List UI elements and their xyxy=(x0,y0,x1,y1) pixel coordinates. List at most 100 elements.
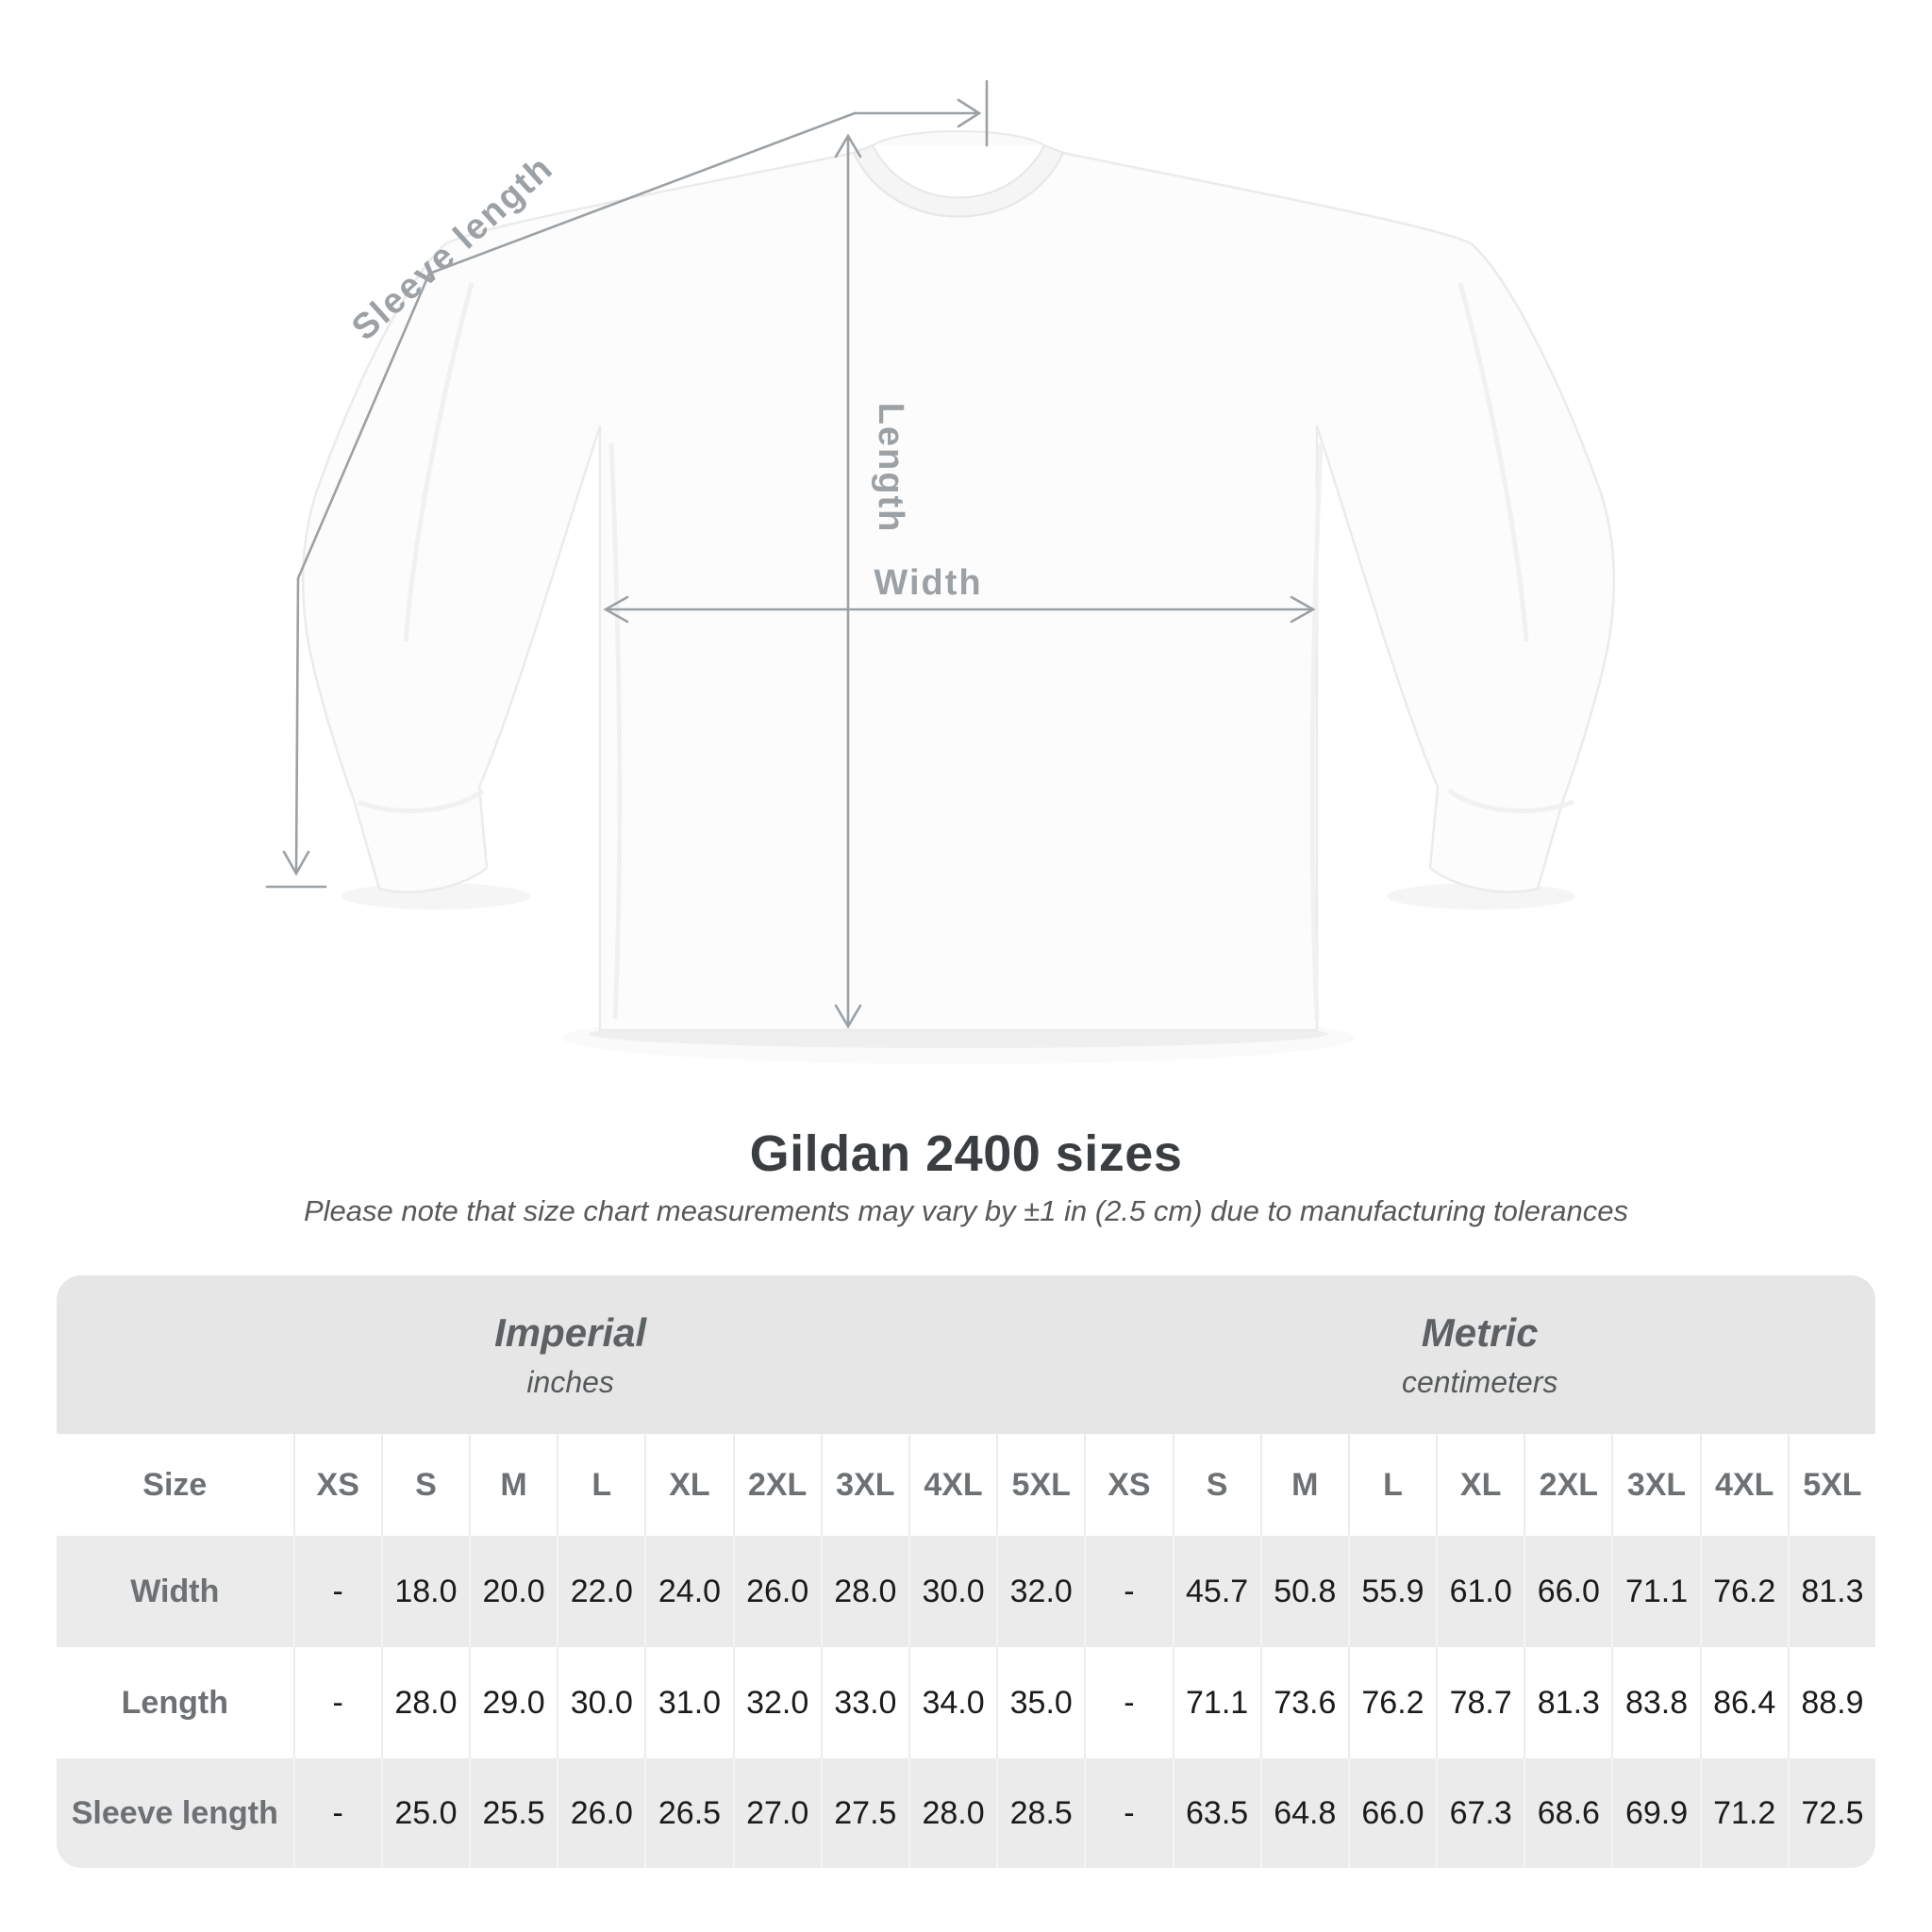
size-column-header: Size xyxy=(57,1434,293,1536)
metric-value-cell: 83.8 xyxy=(1611,1647,1699,1758)
size-header-cell-text: M xyxy=(500,1466,527,1503)
imperial-value-cell-text: 26.5 xyxy=(658,1794,722,1831)
imperial-value-cell-text: 22.0 xyxy=(570,1573,633,1609)
size-header-cell: 2XL xyxy=(732,1434,821,1536)
imperial-value-cell-text: 24.0 xyxy=(658,1573,722,1609)
imperial-value-cell-text: 35.0 xyxy=(1009,1684,1073,1721)
imperial-value-cell-text: 28.5 xyxy=(1009,1794,1073,1831)
metric-value-cell-text: 86.4 xyxy=(1713,1684,1776,1721)
fold-lines xyxy=(358,282,1574,1020)
size-header-cell: XL xyxy=(1436,1434,1524,1536)
size-header-cell: 4XL xyxy=(908,1434,996,1536)
imperial-value-cell: 20.0 xyxy=(469,1536,557,1647)
collar-band xyxy=(852,143,1065,218)
length-arrow xyxy=(834,133,862,1029)
imperial-value-cell: - xyxy=(292,1647,381,1758)
metric-value-cell: 68.6 xyxy=(1524,1758,1611,1868)
imperial-value-cell: 26.0 xyxy=(557,1758,644,1868)
metric-value-cell: 76.2 xyxy=(1347,1647,1436,1758)
metric-group-header: Metric centimeters xyxy=(1084,1275,1875,1434)
size-header-cell: 3XL xyxy=(1611,1434,1699,1536)
size-header-cell-text: 5XL xyxy=(1011,1466,1071,1503)
size-header-cell: 4XL xyxy=(1699,1434,1788,1536)
size-header-cell: 5XL xyxy=(996,1434,1084,1536)
metric-value-cell-text: 50.8 xyxy=(1274,1573,1337,1609)
metric-value-cell: 50.8 xyxy=(1259,1536,1348,1647)
imperial-value-cell-text: 18.0 xyxy=(394,1573,458,1609)
row-label-text: Length xyxy=(121,1684,228,1721)
width-label: Width xyxy=(874,563,982,603)
shirt-measurement-diagram: Sleeve length Length Width xyxy=(265,79,1616,1048)
metric-value-cell: 72.5 xyxy=(1787,1758,1875,1868)
imperial-value-cell: 25.5 xyxy=(469,1758,557,1868)
metric-value-cell-text: 63.5 xyxy=(1186,1794,1249,1831)
row-label-text: Sleeve length xyxy=(71,1794,278,1831)
metric-value-cell: 71.1 xyxy=(1172,1647,1260,1758)
shirt-illustration xyxy=(301,130,1616,1032)
page-subtitle: Please note that size chart measurements… xyxy=(303,1194,1629,1227)
imperial-value-cell: 22.0 xyxy=(557,1536,644,1647)
table-row-width: Width - 18.0 20.0 22.0 24.0 26.0 28.0 30.0 32.0 - 4… xyxy=(57,1536,1875,1647)
size-header-cell: XS xyxy=(1084,1434,1172,1536)
page-title: Gildan 2400 sizes xyxy=(749,1125,1183,1182)
imperial-value-cell: 28.0 xyxy=(908,1758,996,1868)
imperial-value-cell: 29.0 xyxy=(469,1647,557,1758)
size-header-cell: S xyxy=(380,1434,469,1536)
metric-value-cell: 64.8 xyxy=(1259,1758,1348,1868)
imperial-value-cell-text: 25.0 xyxy=(394,1794,458,1831)
imperial-value-cell: 31.0 xyxy=(644,1647,732,1758)
imperial-value-cell: 30.0 xyxy=(908,1536,996,1647)
metric-value-cell-text: 61.0 xyxy=(1449,1573,1512,1609)
size-header-cell-text: 4XL xyxy=(1715,1466,1774,1503)
imperial-value-cell: 26.5 xyxy=(644,1758,732,1868)
metric-value-cell-text: 73.6 xyxy=(1274,1684,1337,1721)
metric-label: Metric xyxy=(1421,1309,1539,1355)
row-label: Sleeve length xyxy=(57,1758,293,1868)
size-header-cell-text: 2XL xyxy=(747,1466,808,1503)
metric-value-cell: - xyxy=(1084,1647,1172,1758)
metric-value-cell: 76.2 xyxy=(1699,1536,1788,1647)
imperial-value-cell-text: 32.0 xyxy=(746,1684,809,1721)
imperial-value-cell-text: 26.0 xyxy=(570,1794,633,1831)
imperial-value-cell: 28.0 xyxy=(820,1536,908,1647)
imperial-group-header: Imperial inches xyxy=(57,1275,1084,1434)
metric-value-cell: 45.7 xyxy=(1172,1536,1260,1647)
imperial-value-cell: 27.5 xyxy=(820,1758,908,1868)
metric-value-cell: 61.0 xyxy=(1436,1536,1524,1647)
size-header-cell-text: S xyxy=(1206,1466,1228,1503)
row-label-text: Width xyxy=(130,1573,220,1609)
size-header-cell-text: XS xyxy=(316,1466,359,1503)
imperial-value-cell-text: 26.0 xyxy=(746,1573,809,1609)
metric-value-cell-text: 72.5 xyxy=(1801,1794,1864,1831)
table-row-sleeve-length: Sleeve length - 25.0 25.5 26.0 26.5 27.0 27.5 28… xyxy=(57,1758,1875,1868)
width-arrow xyxy=(603,595,1316,624)
metric-value-cell-text: 88.9 xyxy=(1801,1684,1864,1721)
metric-value-cell-text: 55.9 xyxy=(1361,1573,1424,1609)
metric-value-cell-text: 81.3 xyxy=(1537,1684,1600,1721)
size-header-cell: 2XL xyxy=(1524,1434,1611,1536)
metric-value-cell: 71.1 xyxy=(1611,1536,1699,1647)
imperial-value-cell-text: - xyxy=(332,1684,343,1721)
metric-value-cell-text: 81.3 xyxy=(1801,1573,1864,1609)
imperial-value-cell-text: 30.0 xyxy=(570,1684,633,1721)
imperial-value-cell: 18.0 xyxy=(380,1536,469,1647)
imperial-value-cell: 35.0 xyxy=(996,1647,1084,1758)
size-header-cell-text: 3XL xyxy=(1626,1466,1687,1503)
imperial-value-cell: - xyxy=(292,1758,381,1868)
size-header-cell-text: M xyxy=(1291,1466,1319,1503)
imperial-label: Imperial xyxy=(494,1309,647,1355)
size-header-cell-text: 4XL xyxy=(924,1466,983,1503)
metric-value-cell-text: - xyxy=(1124,1684,1135,1721)
metric-value-cell: 88.9 xyxy=(1787,1647,1875,1758)
size-header-cell: XS xyxy=(292,1434,381,1536)
imperial-value-cell-text: 31.0 xyxy=(658,1684,722,1721)
metric-unit: centimeters xyxy=(1401,1364,1558,1399)
metric-value-cell-text: 68.6 xyxy=(1537,1794,1600,1831)
imperial-value-cell: 28.0 xyxy=(380,1647,469,1758)
length-label: Length xyxy=(871,403,910,534)
metric-value-cell-text: 78.7 xyxy=(1449,1684,1512,1721)
metric-value-cell-text: 71.1 xyxy=(1186,1684,1249,1721)
size-header-cell-text: XL xyxy=(1459,1466,1502,1503)
imperial-value-cell-text: 29.0 xyxy=(482,1684,545,1721)
size-grid: Size XS S M L XL 2XL 3XL 4XL 5XL XS S M L XL 2XL 3XL 4XL 5… xyxy=(57,1434,1875,1868)
